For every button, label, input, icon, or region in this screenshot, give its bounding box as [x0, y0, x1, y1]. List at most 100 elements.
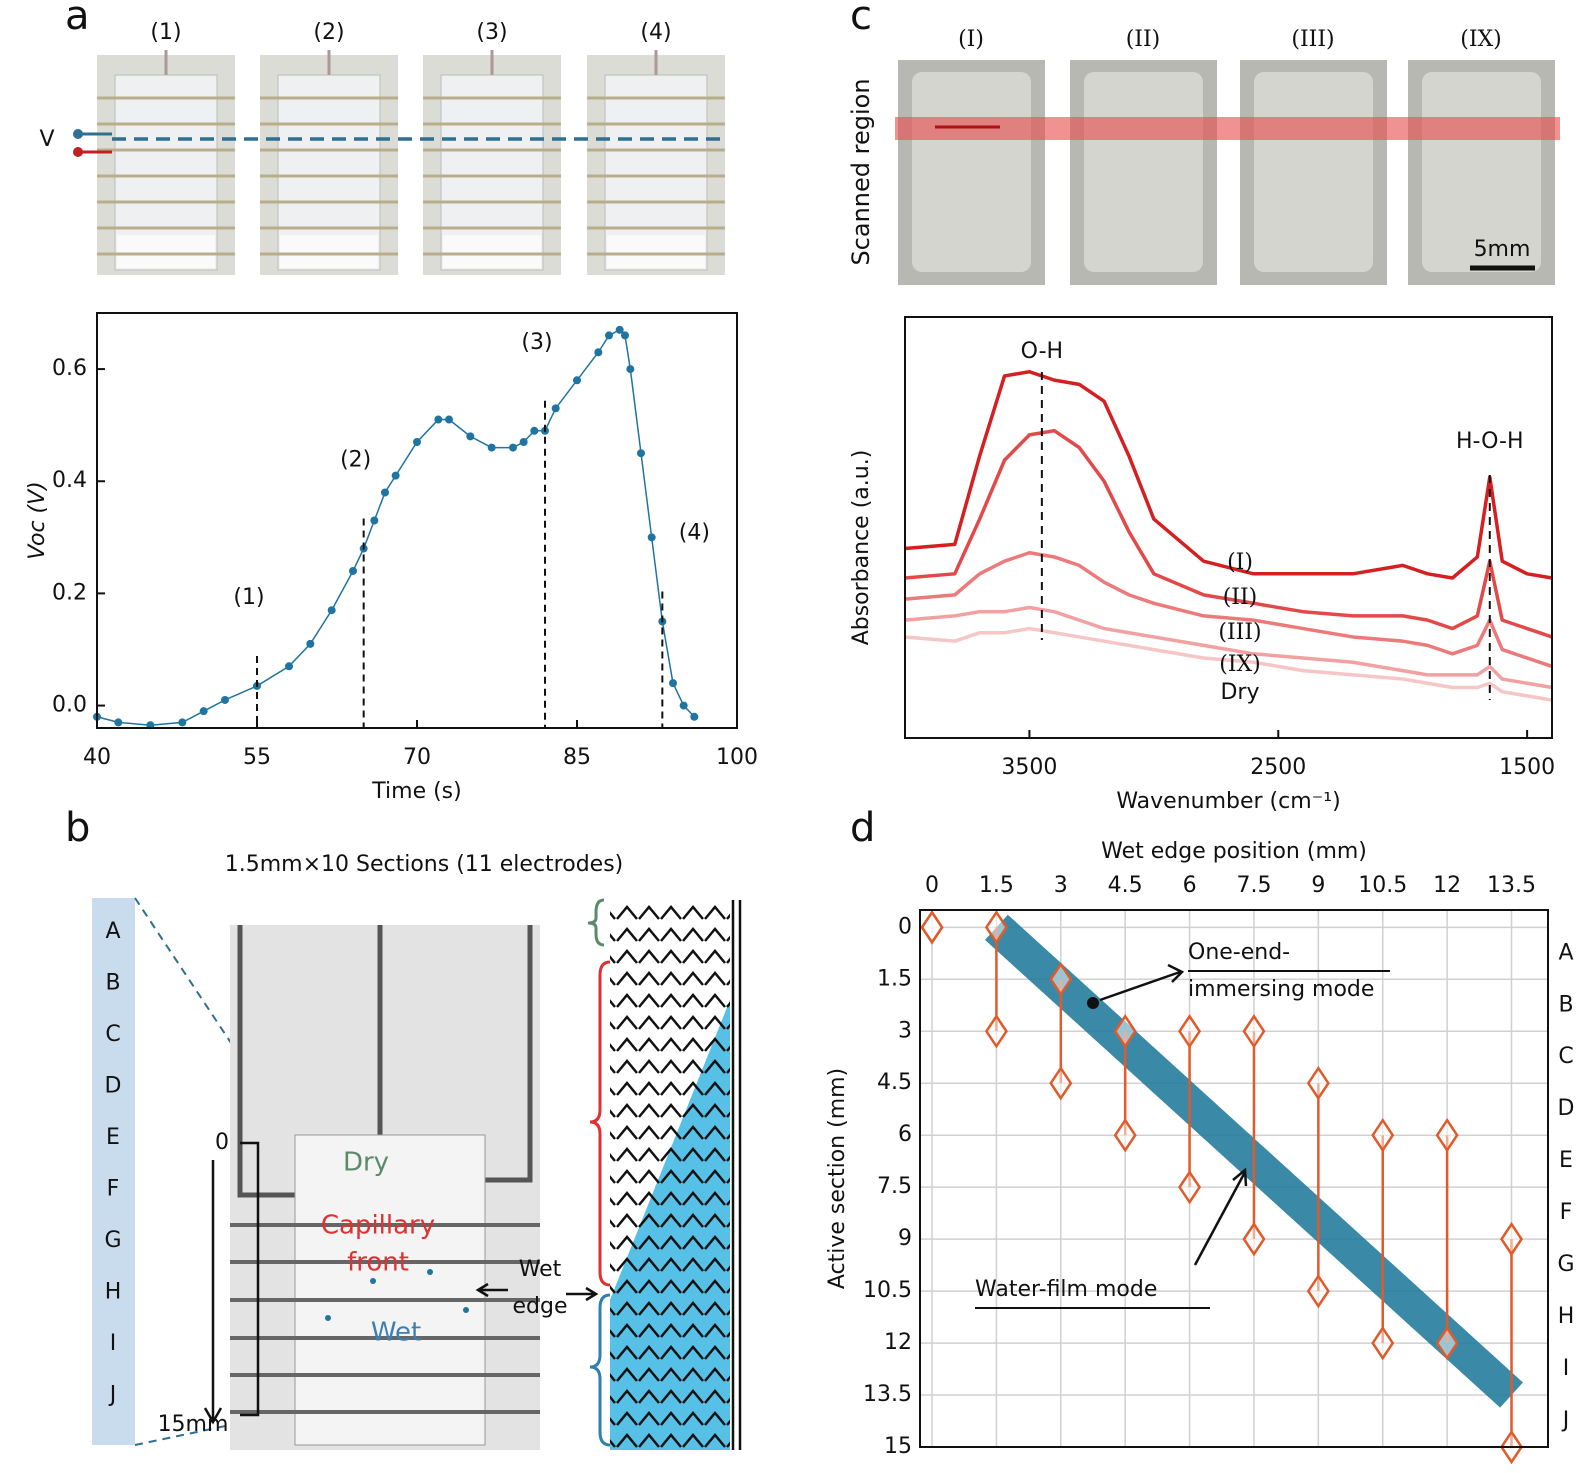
section-label: J — [1561, 1408, 1570, 1433]
wet-area — [117, 235, 215, 268]
section-label: E — [106, 1125, 120, 1150]
voc-point — [381, 488, 389, 497]
diamond — [1242, 1014, 1266, 1049]
section-label: B — [105, 971, 120, 996]
diamond — [1178, 1014, 1202, 1049]
electrode — [230, 1223, 540, 1414]
section-strip — [92, 898, 135, 1445]
voc-line — [96, 328, 695, 726]
scheme-edge — [731, 900, 742, 1450]
x-tick-label: 55 — [243, 745, 271, 770]
brace — [589, 1293, 611, 1447]
annotation: immersing mode — [1188, 977, 1374, 1002]
voc-point — [413, 437, 421, 446]
diamond — [1113, 1014, 1137, 1049]
voc-point — [434, 415, 443, 424]
x-tick-label: 9 — [1311, 873, 1325, 898]
section-label: G — [104, 1228, 121, 1253]
voc-point — [679, 701, 688, 710]
x-tick-label: 6 — [1183, 873, 1197, 898]
x-tick-label: 70 — [403, 745, 431, 770]
voc-point — [530, 426, 539, 435]
sample — [912, 72, 1031, 272]
fiber-pattern — [610, 898, 730, 1450]
wet-area — [443, 235, 541, 268]
y-tick-label: 0 — [898, 914, 912, 939]
panel-label: c — [850, 0, 872, 39]
section-label: A — [105, 919, 120, 944]
voc-point — [647, 533, 656, 542]
y-tick-label: 15 — [884, 1434, 912, 1459]
voc-point — [605, 331, 613, 340]
x-axis-label: Wet edge position (mm) — [1101, 839, 1367, 864]
x-tick-label: 7.5 — [1236, 873, 1271, 898]
voc-point — [178, 718, 187, 727]
series-label: Dry — [1220, 680, 1259, 705]
series-label: (II) — [1223, 585, 1258, 610]
x-tick-label: 13.5 — [1487, 873, 1536, 898]
scale-label: 5mm — [1474, 237, 1531, 262]
spectrum — [904, 605, 1553, 690]
diamond — [1435, 1117, 1459, 1153]
brace — [589, 960, 611, 1287]
series-label: (I) — [1227, 550, 1253, 575]
section-label: C — [1558, 1044, 1573, 1069]
voc-point — [327, 606, 336, 615]
voc-point — [466, 432, 475, 441]
side-label: Scanned region — [847, 78, 875, 265]
voc-point — [349, 566, 357, 575]
series-label: (IX) — [1219, 652, 1261, 677]
y-tick-label: 0.4 — [52, 468, 87, 493]
x-tick-label: 12 — [1433, 873, 1461, 898]
y-tick-label: 0.2 — [52, 580, 87, 605]
section-label: I — [1563, 1356, 1570, 1381]
dot — [370, 1278, 376, 1284]
x-tick-label: 100 — [716, 745, 758, 770]
spectrum — [904, 369, 1553, 580]
y-tick-label: 1.5 — [877, 966, 912, 991]
panel-label: a — [65, 0, 90, 39]
spectrum — [904, 626, 1553, 702]
annotation: Water-film mode — [975, 1277, 1157, 1302]
zone-label: Wet — [519, 1257, 562, 1282]
voc-point — [621, 331, 629, 340]
zone-label: edge — [513, 1294, 568, 1319]
y-tick-label: 12 — [884, 1330, 912, 1355]
voc-point — [370, 516, 379, 525]
sample — [294, 1134, 486, 1446]
probe — [73, 147, 83, 157]
section-label: E — [1559, 1148, 1573, 1173]
dot — [325, 1315, 331, 1321]
dot — [463, 1307, 469, 1313]
voc-point — [509, 443, 517, 452]
plot-frame — [904, 316, 1553, 739]
diamond — [1178, 1169, 1202, 1205]
voc-point — [114, 718, 123, 727]
scan-band — [895, 117, 1560, 140]
diamond — [1371, 1325, 1395, 1361]
probe-label: V — [39, 127, 54, 152]
scale-label: 15mm — [158, 1412, 229, 1437]
y-tick-label: 13.5 — [863, 1382, 912, 1407]
y-tick-label: 7.5 — [877, 1174, 912, 1199]
diamond — [984, 1014, 1008, 1049]
plot-frame — [919, 909, 1549, 1448]
panel-label: b — [65, 805, 90, 851]
section-label: H — [1558, 1304, 1575, 1329]
y-axis-label: Voc (V) — [25, 481, 50, 560]
voc-point — [626, 365, 635, 374]
x-axis-label: Time (s) — [371, 779, 461, 804]
series-label: (III) — [1218, 620, 1261, 645]
x-tick-label: 40 — [83, 745, 111, 770]
photo-label: (III) — [1291, 27, 1334, 52]
diamond — [1306, 1065, 1330, 1101]
panel-label: d — [850, 805, 875, 851]
event-label: (2) — [340, 448, 371, 473]
y-tick-label: 3 — [898, 1018, 912, 1043]
photo-label: (I) — [958, 27, 984, 52]
diamond — [1306, 1273, 1330, 1309]
x-tick-label: 4.5 — [1108, 873, 1143, 898]
section-label: D — [1558, 1096, 1575, 1121]
peak-label: O-H — [1021, 339, 1063, 364]
